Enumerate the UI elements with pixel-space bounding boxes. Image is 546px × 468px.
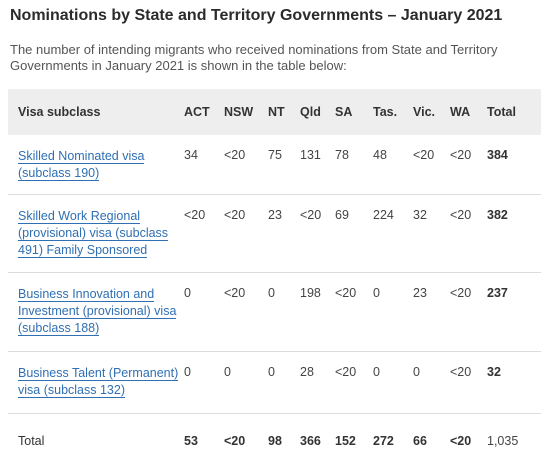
header-qld: Qld: [300, 105, 321, 119]
cell-tas: 0: [373, 272, 413, 352]
cell-act: 0: [184, 351, 224, 414]
total-qld: 366: [300, 433, 321, 448]
page-title: Nominations by State and Territory Gover…: [10, 7, 503, 24]
cell-wa: <20: [450, 194, 487, 273]
cell-wa: <20: [450, 272, 487, 352]
cell-tas: 0: [373, 351, 413, 414]
header-total: Total: [487, 105, 516, 119]
cell-nsw: <20: [224, 194, 268, 273]
cell-nsw: 0: [224, 351, 268, 414]
visa-link-subclass-190[interactable]: Skilled Nominated visa: [18, 149, 145, 164]
visa-link-subclass-491[interactable]: Skilled Work Regional: [18, 208, 141, 224]
cell-nt: 75: [268, 135, 300, 195]
cell-vic: 23: [413, 272, 450, 352]
visa-name-cell: Skilled Nominated visa (subclass 190): [8, 135, 184, 195]
visa-link-subclass-190[interactable]: (subclass 190): [18, 166, 100, 181]
table-row: Skilled Work Regional (provisional) visa…: [8, 194, 541, 273]
cell-wa: <20: [450, 351, 487, 414]
cell-nsw: <20: [224, 135, 268, 195]
cell-qld: 198: [300, 272, 335, 352]
visa-link-subclass-188[interactable]: Business Innovation and: [18, 286, 155, 302]
cell-total: 382: [487, 194, 541, 273]
nominations-table: Visa subclass ACT NSW NT Qld SA Tas. Vic…: [8, 89, 541, 468]
cell-total: 384: [487, 135, 541, 195]
visa-link-subclass-188[interactable]: Investment (provisional) visa: [18, 303, 177, 319]
cell-sa: <20: [335, 351, 373, 414]
cell-sa: <20: [335, 272, 373, 352]
cell-act: 34: [184, 135, 224, 195]
visa-name-cell: Business Talent (Permanent) visa (subcla…: [8, 351, 184, 414]
header-wa: WA: [450, 105, 471, 119]
cell-tas: 48: [373, 135, 413, 195]
visa-name-cell: Business Innovation and Investment (prov…: [8, 272, 184, 352]
total-grand: 1,035: [487, 433, 519, 448]
visa-link-subclass-188[interactable]: (subclass 188): [18, 320, 100, 336]
header-tas: Tas.: [373, 105, 398, 119]
header-visa-subclass: Visa subclass: [18, 105, 101, 119]
visa-link-subclass-132[interactable]: Business Talent (Permanent): [18, 365, 179, 381]
cell-act: <20: [184, 194, 224, 273]
header-act: ACT: [184, 105, 210, 119]
visa-name-cell: Skilled Work Regional (provisional) visa…: [8, 194, 184, 273]
table-row: Business Talent (Permanent) visa (subcla…: [8, 351, 541, 414]
total-nt: 98: [268, 433, 282, 448]
total-label: Total: [18, 433, 45, 448]
cell-qld: <20: [300, 194, 335, 273]
total-act: 53: [184, 433, 198, 448]
visa-link-subclass-491[interactable]: (provisional) visa (subclass: [18, 225, 169, 241]
nominations-table-container: Visa subclass ACT NSW NT Qld SA Tas. Vic…: [8, 89, 541, 468]
visa-link-subclass-491[interactable]: 491) Family Sponsored: [18, 242, 148, 258]
table-row: Business Innovation and Investment (prov…: [8, 272, 541, 352]
cell-qld: 131: [300, 135, 335, 195]
total-sa: 152: [335, 433, 356, 448]
cell-nt: 23: [268, 194, 300, 273]
cell-act: 0: [184, 272, 224, 352]
cell-tas: 224: [373, 194, 413, 273]
cell-nt: 0: [268, 272, 300, 352]
cell-total: 237: [487, 272, 541, 352]
cell-vic: 0: [413, 351, 450, 414]
cell-nsw: <20: [224, 272, 268, 352]
header-vic: Vic.: [413, 105, 436, 119]
header-nt: NT: [268, 105, 285, 119]
cell-sa: 78: [335, 135, 373, 195]
visa-link-subclass-132[interactable]: visa (subclass 132): [18, 382, 125, 398]
cell-wa: <20: [450, 135, 487, 195]
cell-nt: 0: [268, 351, 300, 414]
intro-text: The number of intending migrants who rec…: [10, 42, 498, 73]
total-nsw: <20: [224, 433, 246, 448]
total-vic: 66: [413, 433, 427, 448]
cell-qld: 28: [300, 351, 335, 414]
total-tas: 272: [373, 433, 394, 448]
cell-vic: 32: [413, 194, 450, 273]
header-nsw: NSW: [224, 105, 254, 119]
header-sa: SA: [335, 105, 353, 119]
table-total-row: Total 53 <20 98 366 152 272 66 <20 1,035: [8, 413, 541, 468]
total-wa: <20: [450, 433, 472, 448]
table-row: Skilled Nominated visa (subclass 190) 34…: [8, 135, 541, 195]
cell-sa: 69: [335, 194, 373, 273]
cell-vic: <20: [413, 135, 450, 195]
table-header-row: Visa subclass ACT NSW NT Qld SA Tas. Vic…: [8, 89, 541, 135]
cell-total: 32: [487, 351, 541, 414]
